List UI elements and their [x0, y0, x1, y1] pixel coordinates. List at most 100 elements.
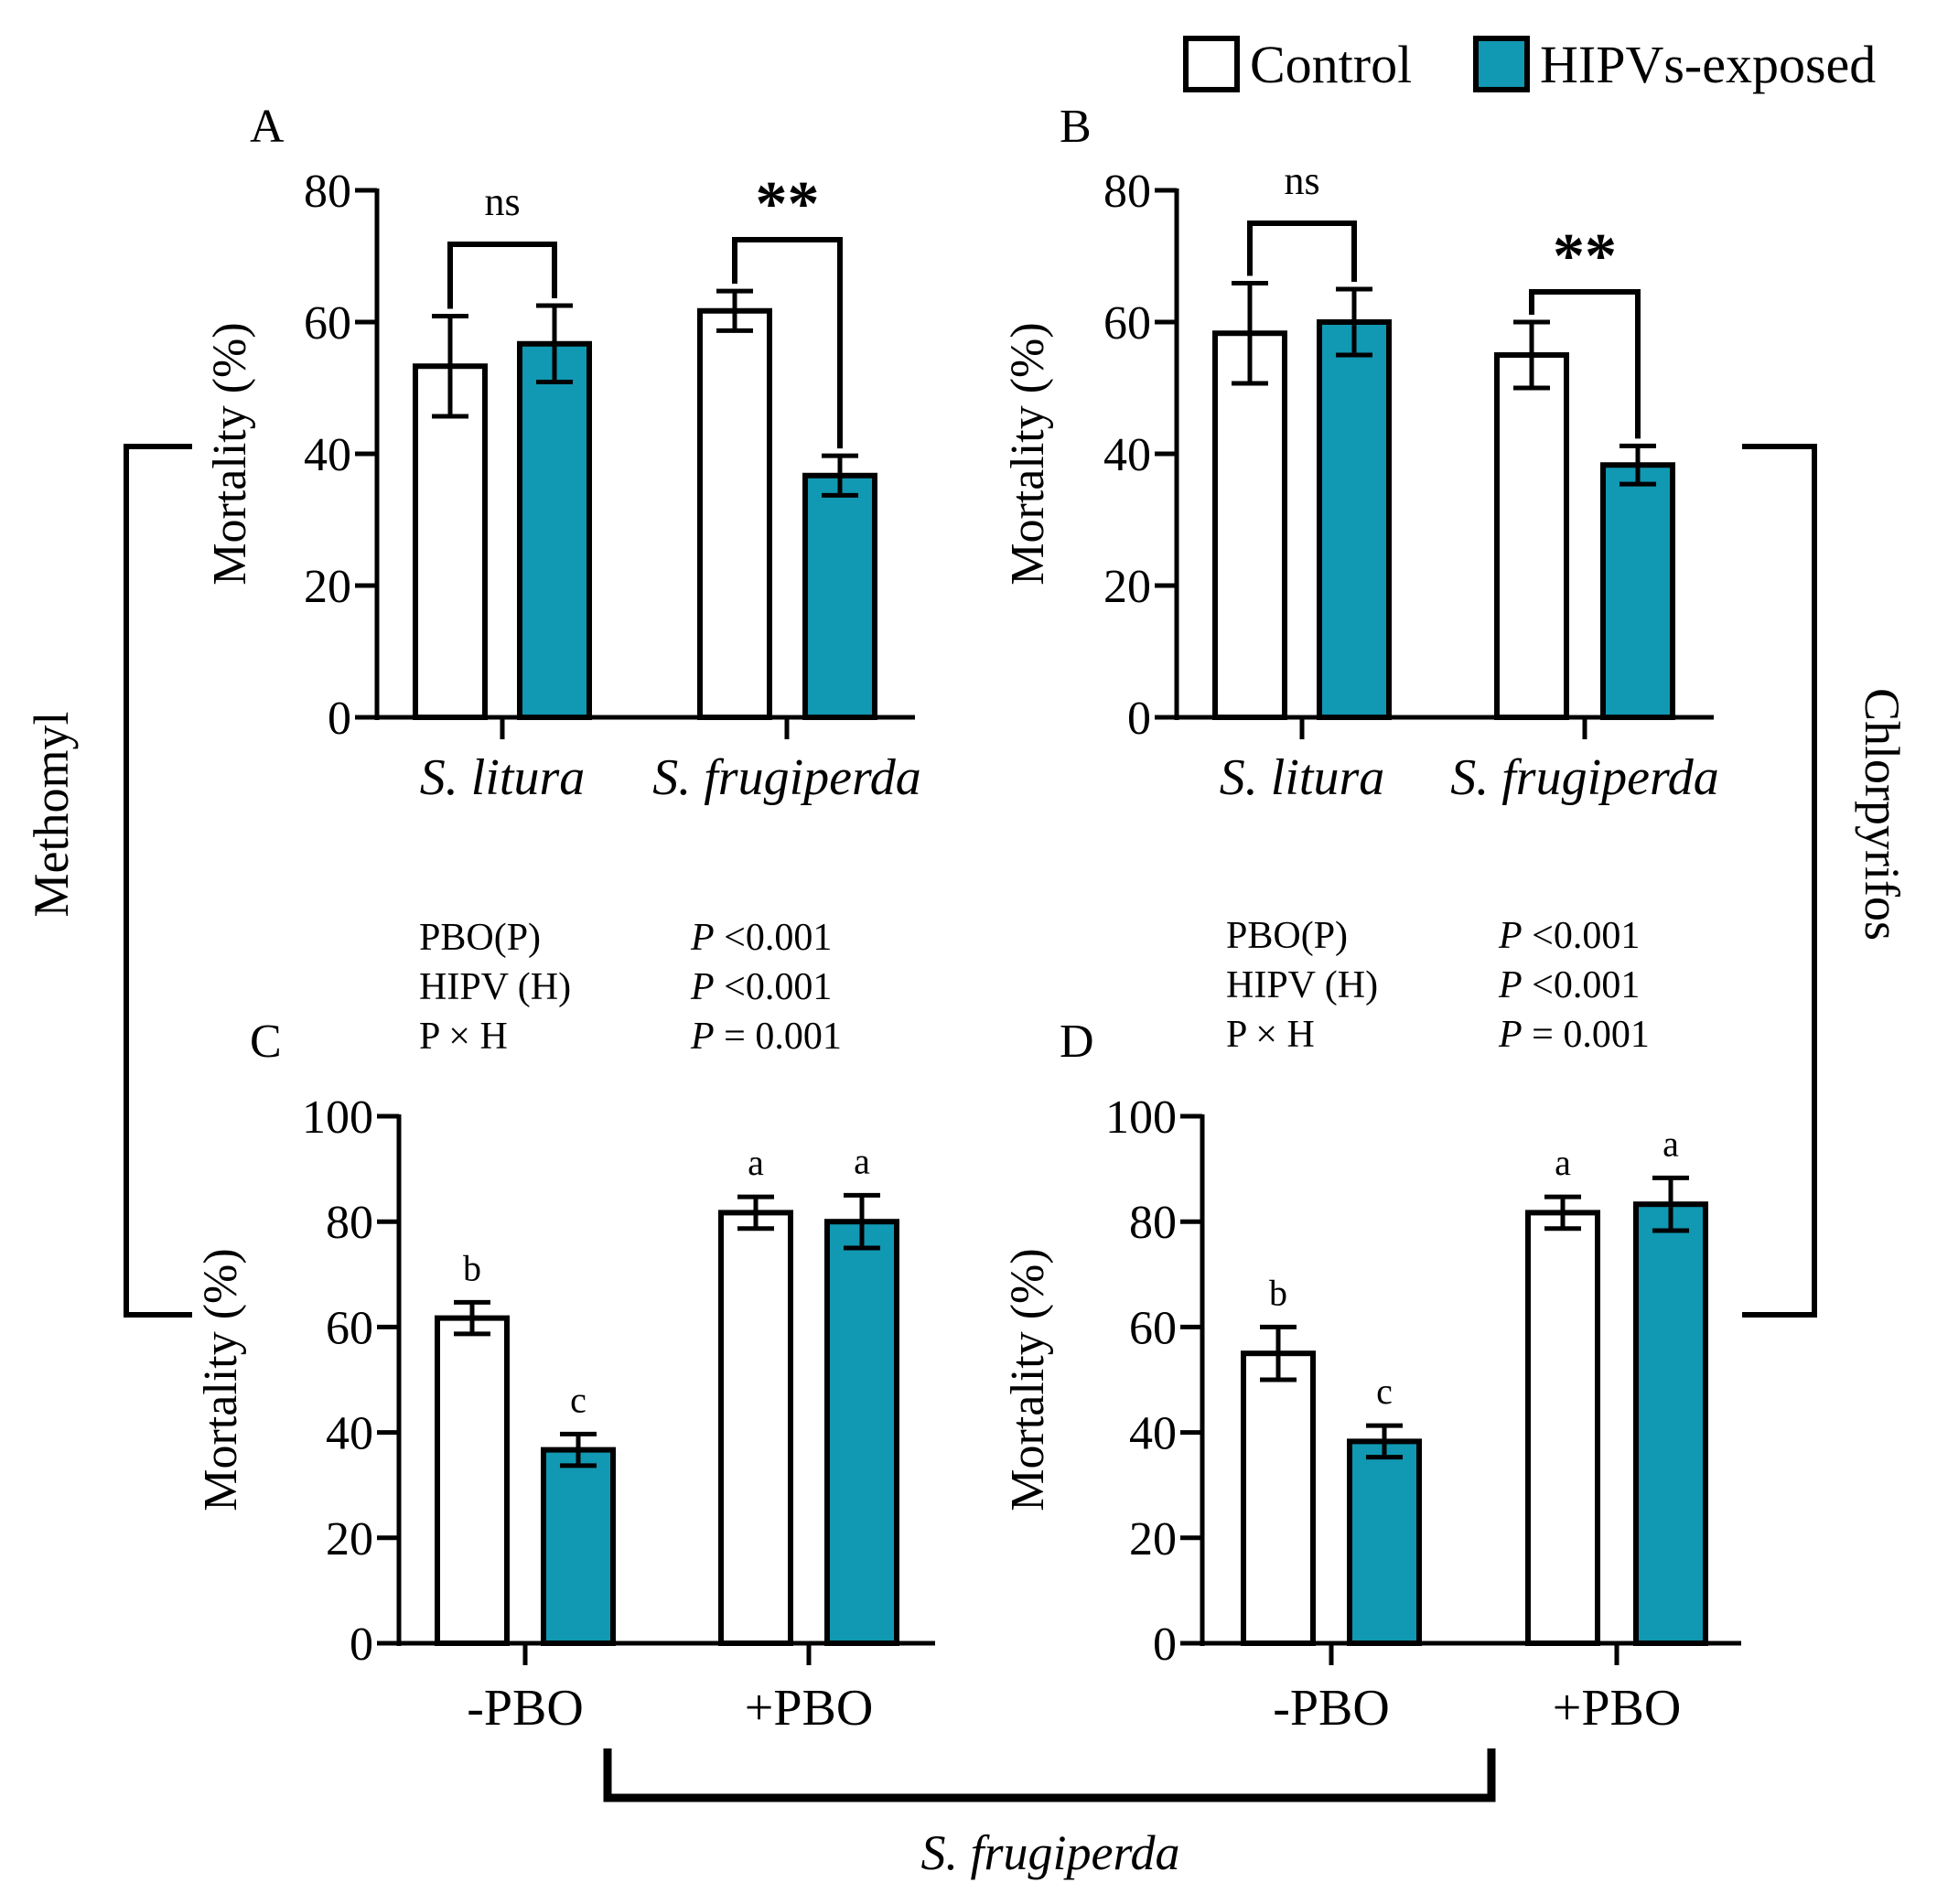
- significance-letter: c: [1376, 1371, 1393, 1412]
- legend-control-swatch: [1183, 36, 1240, 92]
- y-tick-label: 40: [1103, 429, 1151, 481]
- stats-p-value: <0.001: [715, 917, 833, 959]
- y-tick-label: 40: [1129, 1408, 1177, 1460]
- legend-hipv-swatch: [1473, 36, 1530, 92]
- stats-term: P × H: [419, 1016, 508, 1058]
- panel-letter: D: [1060, 1016, 1094, 1068]
- y-tick-label: 20: [326, 1513, 373, 1565]
- stats-p-value: <0.001: [1523, 964, 1641, 1006]
- hipv-bar: [517, 340, 592, 720]
- hipv-bar: [541, 1447, 616, 1647]
- control-bar: [1494, 352, 1569, 720]
- y-axis-label: Mortality (%): [204, 322, 256, 585]
- stats-term: PBO(P): [1226, 915, 1348, 957]
- y-tick-label: 80: [304, 166, 351, 218]
- significance-label: **: [756, 169, 820, 240]
- panel-d: D 0 20 40 60 80 100 Mortality (%) -PBO +PBO b a c a PB…: [1002, 915, 1741, 1737]
- stats-p-symbol: P: [690, 966, 715, 1008]
- control-bar: [1241, 1350, 1316, 1646]
- panel-b: B 0 20 40 60 80 Mortality (%) S. litura S. frugi…: [1002, 101, 1719, 806]
- stats-p-value: <0.001: [715, 966, 833, 1008]
- y-tick-label: 0: [328, 693, 351, 745]
- significance-letter: a: [748, 1142, 764, 1183]
- x-tick-label: +PBO: [1553, 1680, 1682, 1737]
- significance-bracket: [1247, 221, 1357, 282]
- stats-p-value: = 0.001: [1523, 1014, 1650, 1056]
- y-tick-label: 20: [1129, 1513, 1177, 1565]
- bottom-bracket: S. frugiperda: [603, 1748, 1496, 1880]
- y-tick-label: 100: [302, 1092, 373, 1144]
- control-bar: [435, 1315, 510, 1647]
- significance-bracket: [447, 242, 557, 309]
- hipv-bar: [1317, 319, 1392, 720]
- significance-label: ns: [484, 179, 520, 224]
- y-tick-label: 80: [1129, 1197, 1177, 1249]
- stats-pvalue: P = 0.001: [690, 1016, 842, 1058]
- significance-letter: a: [1555, 1142, 1571, 1183]
- x-tick-label: S. frugiperda: [652, 749, 920, 806]
- control-bar: [413, 363, 488, 720]
- stats-term: P × H: [1226, 1014, 1315, 1056]
- control-bar: [1525, 1210, 1600, 1646]
- significance-label: **: [1553, 221, 1617, 292]
- y-axis-label: Mortality (%): [1002, 1248, 1054, 1511]
- bottom-species-label: S. frugiperda: [921, 1825, 1180, 1880]
- chlorpyrifos-bracket: Chlorpyrifos: [1742, 444, 1910, 1318]
- panel-a: A 0 20 40 60 80 Mortality (%) S. litura S. frugi…: [204, 101, 921, 806]
- legend-hipv-label: HIPVs-exposed: [1540, 35, 1876, 94]
- x-tick-label: S. litura: [420, 749, 585, 806]
- y-tick-label: 20: [1103, 561, 1151, 613]
- hipv-bar: [1633, 1201, 1708, 1647]
- stats-pvalue: P <0.001: [1498, 964, 1640, 1006]
- panel-letter: C: [250, 1016, 282, 1068]
- x-tick-label: S. frugiperda: [1450, 749, 1718, 806]
- y-tick-label: 80: [326, 1197, 373, 1249]
- significance-bracket: [1529, 289, 1641, 439]
- panel-c: C 0 20 40 60 80 100 Mortality (%) -PBO +PBO b a c a PB…: [195, 917, 935, 1737]
- legend: Control HIPVs-exposed: [1183, 35, 1876, 94]
- significance-letter: a: [854, 1140, 870, 1181]
- hipv-bar: [1347, 1438, 1422, 1646]
- y-tick-label: 60: [1129, 1302, 1177, 1354]
- y-tick-label: 20: [304, 561, 351, 613]
- x-tick-label: S. litura: [1220, 749, 1384, 806]
- stats-p-symbol: P: [690, 917, 715, 959]
- stats-pvalue: P = 0.001: [1498, 1014, 1650, 1056]
- control-bar: [697, 307, 772, 720]
- significance-label: ns: [1284, 158, 1319, 203]
- stats-term: PBO(P): [419, 917, 541, 959]
- stats-pvalue: P <0.001: [1498, 915, 1640, 957]
- y-tick-label: 60: [304, 297, 351, 350]
- panel-letter: B: [1060, 101, 1092, 153]
- chlorpyrifos-label: Chlorpyrifos: [1855, 688, 1910, 941]
- stats-p-symbol: P: [1498, 964, 1523, 1006]
- significance-letter: b: [1269, 1272, 1287, 1313]
- significance-bracket: [732, 237, 843, 449]
- y-tick-label: 0: [350, 1619, 373, 1671]
- control-bar: [718, 1210, 793, 1646]
- y-tick-label: 40: [304, 429, 351, 481]
- y-tick-label: 0: [1127, 693, 1151, 745]
- y-tick-label: 100: [1105, 1092, 1177, 1144]
- hipv-bar: [824, 1219, 899, 1646]
- stats-p-symbol: P: [1498, 915, 1523, 957]
- significance-letter: b: [463, 1247, 481, 1288]
- y-tick-label: 80: [1103, 166, 1151, 218]
- x-tick-label: -PBO: [467, 1680, 584, 1737]
- stats-pvalue: P <0.001: [690, 966, 832, 1008]
- stats-term: HIPV (H): [1226, 964, 1378, 1006]
- stats-p-symbol: P: [690, 1016, 715, 1058]
- stats-pvalue: P <0.001: [690, 917, 832, 959]
- y-tick-label: 60: [326, 1302, 373, 1354]
- y-tick-label: 0: [1153, 1619, 1177, 1671]
- stats-p-value: <0.001: [1523, 915, 1641, 957]
- y-tick-label: 60: [1103, 297, 1151, 350]
- y-axis-label: Mortality (%): [1002, 322, 1054, 585]
- x-tick-label: -PBO: [1273, 1680, 1390, 1737]
- x-tick-label: +PBO: [745, 1680, 874, 1737]
- significance-letter: c: [570, 1379, 586, 1420]
- hipv-bar: [802, 472, 877, 720]
- control-bar: [1212, 330, 1287, 720]
- stats-p-value: = 0.001: [715, 1016, 842, 1058]
